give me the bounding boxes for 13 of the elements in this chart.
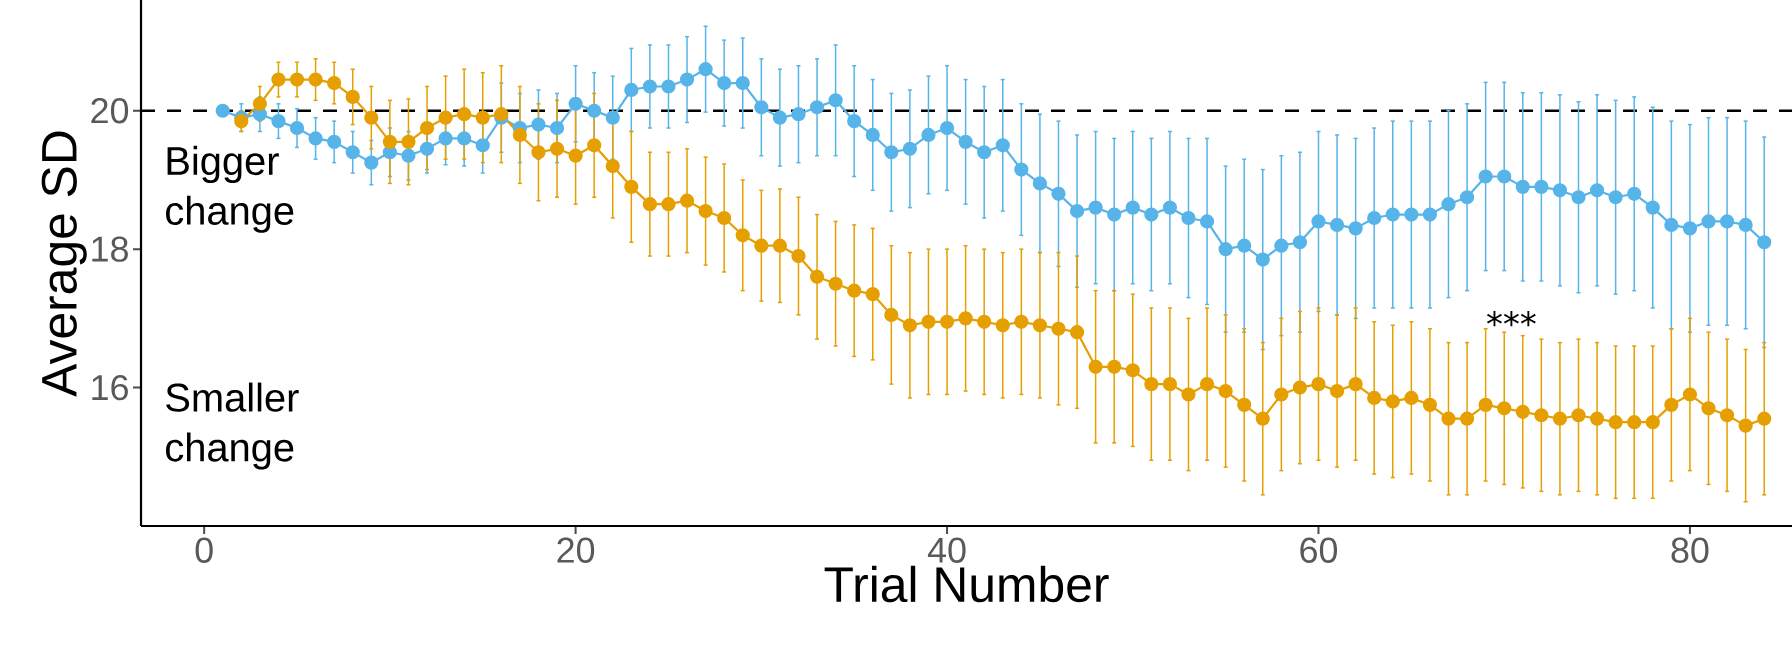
x-tick-label: 80 [1671,537,1709,563]
annotation: *** [1487,310,1536,327]
annotation: Smaller change [166,382,299,470]
y-tick-label: 16 [92,374,128,401]
x-tick-label: 0 [195,537,213,563]
y-tick-label: 18 [92,236,128,262]
x-tick-label: 60 [1300,537,1338,563]
y-axis-title: Average SD [41,131,87,397]
x-tick-label: 40 [927,537,966,563]
annotation: Bigger change [166,145,294,233]
x-axis-title: Trial Number [824,565,1109,603]
x-tick-label: 20 [557,537,595,563]
y-tick-label: 20 [91,98,129,124]
